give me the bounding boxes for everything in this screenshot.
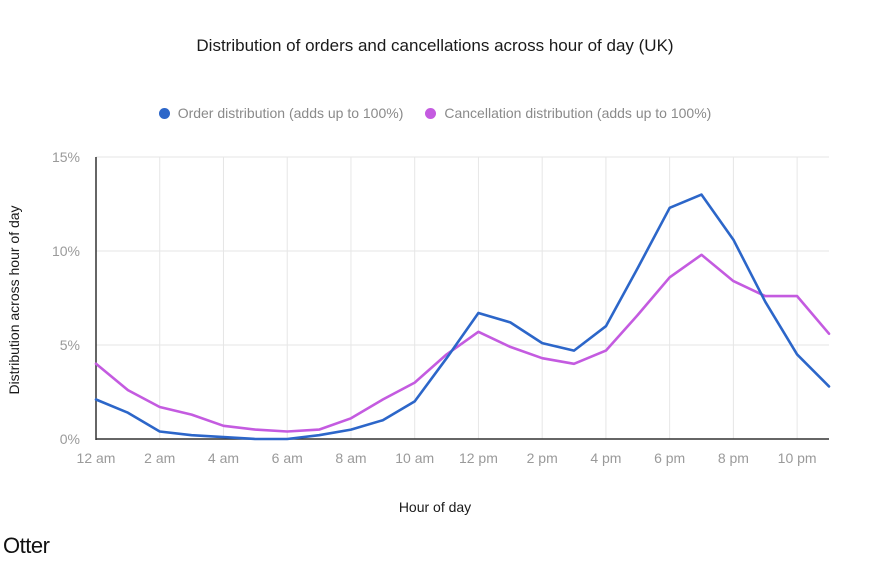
- brand-logo: Otter: [3, 533, 50, 558]
- y-tick-label: 5%: [60, 337, 80, 353]
- x-tick-label: 10 pm: [778, 450, 817, 466]
- y-axis-label: Distribution across hour of day: [6, 205, 22, 395]
- legend-dot-cancellations-icon: [425, 107, 437, 119]
- x-tick-label: 6 pm: [654, 450, 685, 466]
- legend-dot-orders-icon: [158, 107, 170, 119]
- legend-label-cancellations: Cancellation distribution (adds up to 10…: [444, 105, 712, 121]
- series-line-cancellations: [94, 253, 831, 433]
- x-tick-label: 2 pm: [527, 450, 558, 466]
- legend-item-cancellations[interactable]: Cancellation distribution (adds up to 10…: [425, 105, 711, 121]
- x-tick-label: 10 am: [395, 450, 434, 466]
- y-tick-label: 15%: [52, 149, 80, 165]
- chart-legend: Order distribution (adds up to 100%) Can…: [0, 105, 870, 121]
- x-tick-label: 6 am: [272, 450, 303, 466]
- x-tick-label: 4 pm: [590, 450, 621, 466]
- series-line-orders: [94, 193, 831, 441]
- y-tick-label: 0%: [60, 431, 80, 447]
- legend-item-orders[interactable]: Order distribution (adds up to 100%): [158, 105, 404, 121]
- x-tick-label: 12 pm: [459, 450, 498, 466]
- legend-label-orders: Order distribution (adds up to 100%): [177, 105, 404, 121]
- x-tick-label: 8 pm: [718, 450, 749, 466]
- x-axis-label: Hour of day: [398, 499, 472, 515]
- y-tick-label: 10%: [52, 243, 80, 259]
- chart-title: Distribution of orders and cancellations…: [196, 36, 674, 55]
- x-tick-label: 4 am: [208, 450, 239, 466]
- x-tick-label: 2 am: [144, 450, 175, 466]
- x-tick-label: 12 am: [77, 450, 116, 466]
- x-tick-label: 8 am: [335, 450, 366, 466]
